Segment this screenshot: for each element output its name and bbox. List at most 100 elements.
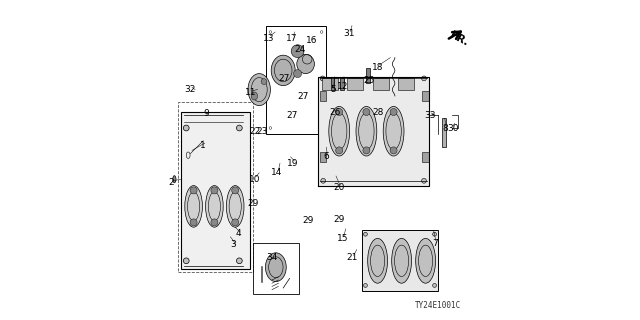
- Text: 12: 12: [337, 82, 349, 91]
- Text: 27: 27: [298, 92, 309, 100]
- Text: 7: 7: [433, 239, 438, 248]
- Ellipse shape: [190, 187, 197, 194]
- Text: 14: 14: [271, 168, 282, 177]
- Ellipse shape: [390, 108, 397, 116]
- Ellipse shape: [329, 106, 349, 156]
- Ellipse shape: [184, 125, 189, 131]
- Text: 17: 17: [287, 34, 298, 43]
- Text: 4: 4: [236, 229, 241, 238]
- Bar: [331, 77, 334, 90]
- Bar: [320, 152, 326, 162]
- Bar: [362, 230, 438, 291]
- Bar: [366, 68, 370, 83]
- Ellipse shape: [232, 187, 239, 194]
- Ellipse shape: [184, 258, 189, 264]
- Ellipse shape: [237, 125, 243, 131]
- Ellipse shape: [205, 186, 223, 227]
- Ellipse shape: [251, 92, 257, 100]
- Ellipse shape: [363, 147, 370, 154]
- Ellipse shape: [237, 258, 243, 264]
- Text: 23: 23: [256, 127, 268, 136]
- Ellipse shape: [271, 55, 295, 86]
- Ellipse shape: [185, 186, 202, 227]
- Ellipse shape: [336, 147, 343, 154]
- Text: 29: 29: [302, 216, 314, 225]
- Bar: [422, 91, 429, 101]
- Bar: [372, 78, 389, 90]
- Text: 9: 9: [204, 109, 209, 118]
- Ellipse shape: [363, 108, 370, 116]
- Text: 16: 16: [307, 36, 317, 44]
- Ellipse shape: [211, 219, 218, 226]
- Text: 32: 32: [185, 85, 196, 94]
- Bar: [181, 112, 250, 269]
- Bar: [398, 78, 415, 90]
- Ellipse shape: [211, 187, 218, 194]
- Ellipse shape: [190, 219, 197, 226]
- Bar: [442, 118, 446, 147]
- Text: 20: 20: [333, 183, 344, 192]
- Text: 27: 27: [287, 111, 298, 120]
- Text: 18: 18: [372, 63, 383, 72]
- Text: 8: 8: [442, 124, 447, 132]
- Text: 10: 10: [249, 175, 260, 184]
- Ellipse shape: [356, 106, 377, 156]
- Ellipse shape: [416, 238, 436, 283]
- Ellipse shape: [291, 45, 304, 58]
- Bar: [178, 102, 253, 272]
- Ellipse shape: [433, 284, 436, 287]
- Ellipse shape: [173, 176, 176, 183]
- Text: 29: 29: [333, 215, 344, 224]
- Ellipse shape: [227, 186, 244, 227]
- Ellipse shape: [232, 219, 239, 226]
- Text: TY24E1001C: TY24E1001C: [415, 301, 461, 310]
- Ellipse shape: [392, 238, 412, 283]
- Text: 25: 25: [364, 76, 374, 84]
- Text: 34: 34: [266, 253, 278, 262]
- Text: 5: 5: [330, 85, 335, 94]
- Ellipse shape: [266, 253, 286, 282]
- Ellipse shape: [261, 79, 267, 84]
- Text: 33: 33: [425, 111, 436, 120]
- Polygon shape: [319, 77, 429, 186]
- Ellipse shape: [321, 179, 326, 183]
- Ellipse shape: [336, 108, 343, 116]
- Ellipse shape: [383, 106, 404, 156]
- Text: 26: 26: [330, 108, 341, 116]
- Ellipse shape: [294, 70, 301, 78]
- Text: 3: 3: [231, 240, 236, 249]
- Ellipse shape: [390, 147, 397, 154]
- Bar: [422, 152, 429, 162]
- Bar: [340, 78, 344, 90]
- Bar: [320, 91, 326, 101]
- Text: 2: 2: [168, 178, 174, 187]
- Ellipse shape: [422, 179, 426, 183]
- Text: 1: 1: [200, 141, 206, 150]
- Text: 22: 22: [250, 127, 260, 136]
- Text: 24: 24: [294, 45, 306, 54]
- Text: 6: 6: [324, 152, 329, 161]
- Ellipse shape: [248, 74, 270, 106]
- Text: 13: 13: [263, 34, 275, 43]
- Text: 28: 28: [372, 108, 383, 116]
- Bar: [253, 243, 300, 294]
- Ellipse shape: [433, 232, 436, 236]
- Ellipse shape: [320, 76, 325, 81]
- Text: 19: 19: [287, 159, 298, 168]
- Text: 29: 29: [247, 199, 259, 208]
- Ellipse shape: [364, 232, 367, 236]
- Text: 15: 15: [337, 234, 348, 243]
- Ellipse shape: [422, 76, 426, 81]
- Bar: [322, 78, 338, 90]
- Text: 31: 31: [343, 29, 355, 38]
- Ellipse shape: [367, 238, 388, 283]
- Text: 21: 21: [346, 253, 358, 262]
- Text: 27: 27: [278, 74, 290, 83]
- Text: 11: 11: [246, 88, 257, 97]
- Ellipse shape: [364, 284, 367, 287]
- Text: FR.: FR.: [448, 30, 470, 48]
- Ellipse shape: [297, 54, 314, 74]
- Text: 30: 30: [447, 124, 458, 132]
- Bar: [266, 26, 326, 134]
- Bar: [347, 78, 364, 90]
